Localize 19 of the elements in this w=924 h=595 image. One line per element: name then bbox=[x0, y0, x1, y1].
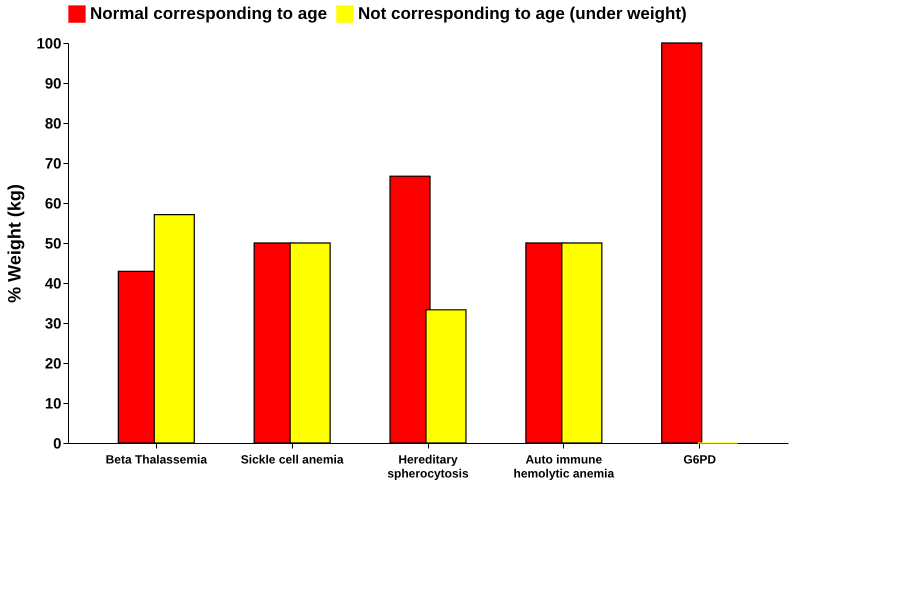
x-tick-label: G6PD bbox=[683, 452, 716, 466]
x-tick-label: Beta Thalassemia bbox=[106, 452, 208, 466]
y-tick-label: 20 bbox=[44, 356, 62, 372]
x-tick-label: Auto immune hemolytic anemia bbox=[513, 452, 615, 480]
y-tick-label: 30 bbox=[44, 316, 62, 332]
y-tick-label: 50 bbox=[44, 236, 62, 252]
y-tick-label: 90 bbox=[44, 76, 62, 92]
x-tick-label: Hereditary spherocytosis bbox=[387, 452, 469, 480]
y-tick-label: 70 bbox=[44, 156, 62, 172]
y-tick-label: 100 bbox=[36, 36, 62, 52]
x-tick-label: Sickle cell anemia bbox=[240, 452, 344, 466]
y-tick-label: 10 bbox=[44, 396, 62, 412]
legend-label: Not corresponding to age (under weight) bbox=[358, 4, 687, 24]
y-tick-label: 60 bbox=[44, 196, 62, 212]
y-tick-label: 40 bbox=[44, 276, 62, 292]
y-tick-label: 80 bbox=[44, 116, 62, 132]
y-axis-title: % Weight (kg) bbox=[4, 184, 24, 303]
y-tick-label: 0 bbox=[53, 436, 62, 452]
legend-label: Normal corresponding to age bbox=[90, 4, 328, 24]
